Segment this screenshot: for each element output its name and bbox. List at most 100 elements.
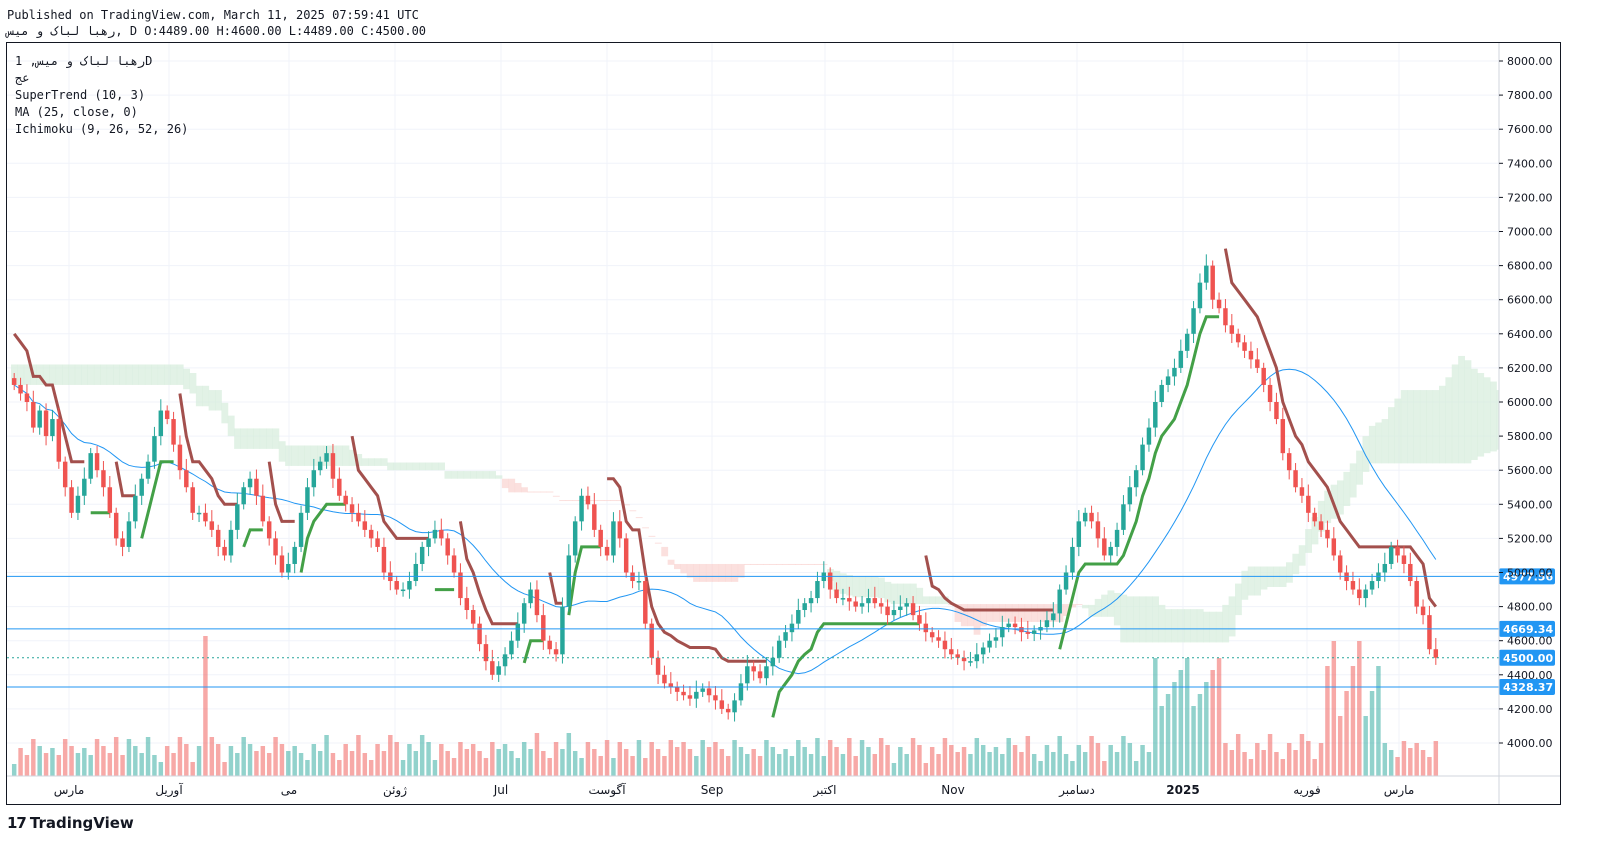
- volume-bar: [152, 755, 157, 776]
- volume-bar: [190, 762, 195, 776]
- candle-up: [196, 512, 202, 515]
- candle-up: [228, 529, 234, 556]
- candle-down: [190, 487, 195, 513]
- x-tick-label: Jul: [493, 783, 508, 797]
- volume-bar: [1248, 759, 1254, 776]
- y-tick-label: 4400.00: [1507, 669, 1553, 682]
- supertrend-up-line: [522, 639, 544, 664]
- ichimoku-cloud-segment: [361, 458, 369, 466]
- ichimoku-cloud-segment: [1368, 425, 1376, 464]
- volume-bar: [541, 751, 546, 776]
- y-tick-label: 5000.00: [1507, 567, 1553, 580]
- price-label: 4977.56: [1503, 570, 1553, 583]
- candle-down: [674, 686, 680, 692]
- candle-down: [1312, 512, 1317, 522]
- candle-down: [24, 393, 30, 402]
- price-label-box: [1499, 679, 1555, 696]
- candle-down: [101, 470, 106, 488]
- ichimoku-cloud-segment: [795, 563, 802, 565]
- tradingview-logo[interactable]: 17 TradingView: [7, 814, 134, 832]
- volume-bar: [18, 748, 23, 776]
- candle-down: [1267, 384, 1273, 402]
- supertrend-down-line: [458, 521, 518, 626]
- candle-up: [1369, 581, 1375, 590]
- supertrend-down-line: [1223, 248, 1437, 608]
- ichimoku-cloud-segment: [903, 583, 911, 605]
- volume-bar: [1388, 750, 1394, 776]
- candle-down: [439, 529, 444, 539]
- ichimoku-cloud-segment: [1011, 604, 1019, 622]
- candle-down: [1401, 555, 1407, 564]
- candle-down: [623, 538, 629, 573]
- ichimoku-cloud-segment: [1088, 604, 1096, 617]
- volume-bar: [1312, 759, 1317, 776]
- candle-up: [1146, 427, 1152, 445]
- volume-bar: [1140, 745, 1145, 776]
- candle-up: [770, 657, 776, 667]
- legend-ichimoku[interactable]: Ichimoku (9, 26, 52, 26): [15, 122, 189, 136]
- legend-supertrend[interactable]: SuperTrend (10, 3): [15, 88, 146, 102]
- candle-up: [426, 538, 431, 547]
- x-tick-label: آگوست: [588, 782, 626, 798]
- ichimoku-cloud-segment: [55, 364, 63, 385]
- supertrend-up-line: [299, 502, 346, 573]
- ichimoku-cloud-segment: [814, 563, 822, 565]
- ichimoku-cloud-segment: [1426, 390, 1434, 464]
- supertrend-up-line: [567, 545, 601, 616]
- ichimoku-cloud-segment: [170, 364, 178, 385]
- ichimoku-cloud-segment: [521, 487, 528, 493]
- candle-down: [681, 691, 686, 696]
- ichimoku-cloud-segment: [419, 462, 426, 471]
- volume-bar: [815, 738, 820, 776]
- candle-up: [968, 661, 973, 663]
- ichimoku-cloud-segment: [756, 563, 764, 565]
- ichimoku-cloud-segment: [884, 581, 892, 603]
- x-tick-label: آوریل: [155, 782, 183, 798]
- price-chart[interactable]: 4977.56 4669.34 4500.00 4328.37 4000.00 4200.…: [7, 43, 1560, 804]
- volume-bar: [649, 742, 654, 776]
- candle-up: [50, 419, 55, 437]
- candle-up: [789, 623, 795, 633]
- candle-down: [847, 598, 852, 602]
- volume-bar: [789, 756, 795, 776]
- y-tick-label: 5800.00: [1507, 430, 1553, 443]
- candle-up: [400, 589, 406, 592]
- volume-bar: [1382, 743, 1388, 776]
- supertrend-down-line: [267, 461, 295, 523]
- ichimoku-cloud-segment: [482, 471, 490, 479]
- ichimoku-cloud-segment: [540, 491, 547, 493]
- candle-up: [904, 603, 909, 607]
- volume-bar: [757, 756, 763, 776]
- volume-bar: [298, 753, 304, 776]
- volume-bar: [674, 747, 680, 776]
- ichimoku-cloud-segment: [463, 471, 471, 479]
- volume-bar: [381, 751, 387, 776]
- ichimoku-cloud-segment: [49, 364, 57, 385]
- candle-down: [1331, 538, 1337, 556]
- legend-ma[interactable]: MA (25, close, 0): [15, 105, 138, 119]
- ichimoku-cloud-segment: [718, 563, 726, 582]
- candle-down: [725, 708, 731, 713]
- candle-down: [592, 504, 597, 530]
- volume-bar: [451, 758, 457, 776]
- chart-frame[interactable]: 4977.56 4669.34 4500.00 4328.37 4000.00 4200.…: [6, 42, 1561, 805]
- candle-down: [649, 623, 654, 658]
- ichimoku-cloud-segment: [999, 604, 1006, 622]
- volume-bar: [394, 742, 399, 776]
- volume-bar: [687, 749, 693, 776]
- ichimoku-cloud-segment: [253, 428, 261, 449]
- volume-bar: [662, 756, 667, 776]
- candle-up: [898, 606, 903, 611]
- price-label: 4500.00: [1503, 652, 1553, 665]
- ichimoku-cloud-segment: [68, 364, 76, 385]
- ichimoku-cloud-segment: [1349, 463, 1357, 498]
- y-tick-label: 6600.00: [1507, 294, 1553, 307]
- candle-up: [1133, 470, 1139, 488]
- volume-bar: [783, 749, 788, 776]
- y-tick-label: 5400.00: [1507, 498, 1553, 511]
- volume-bar: [324, 735, 329, 776]
- candle-up: [1121, 504, 1126, 530]
- candle-up: [1197, 282, 1203, 309]
- volume-bar: [1255, 743, 1260, 776]
- candle-up: [496, 666, 501, 675]
